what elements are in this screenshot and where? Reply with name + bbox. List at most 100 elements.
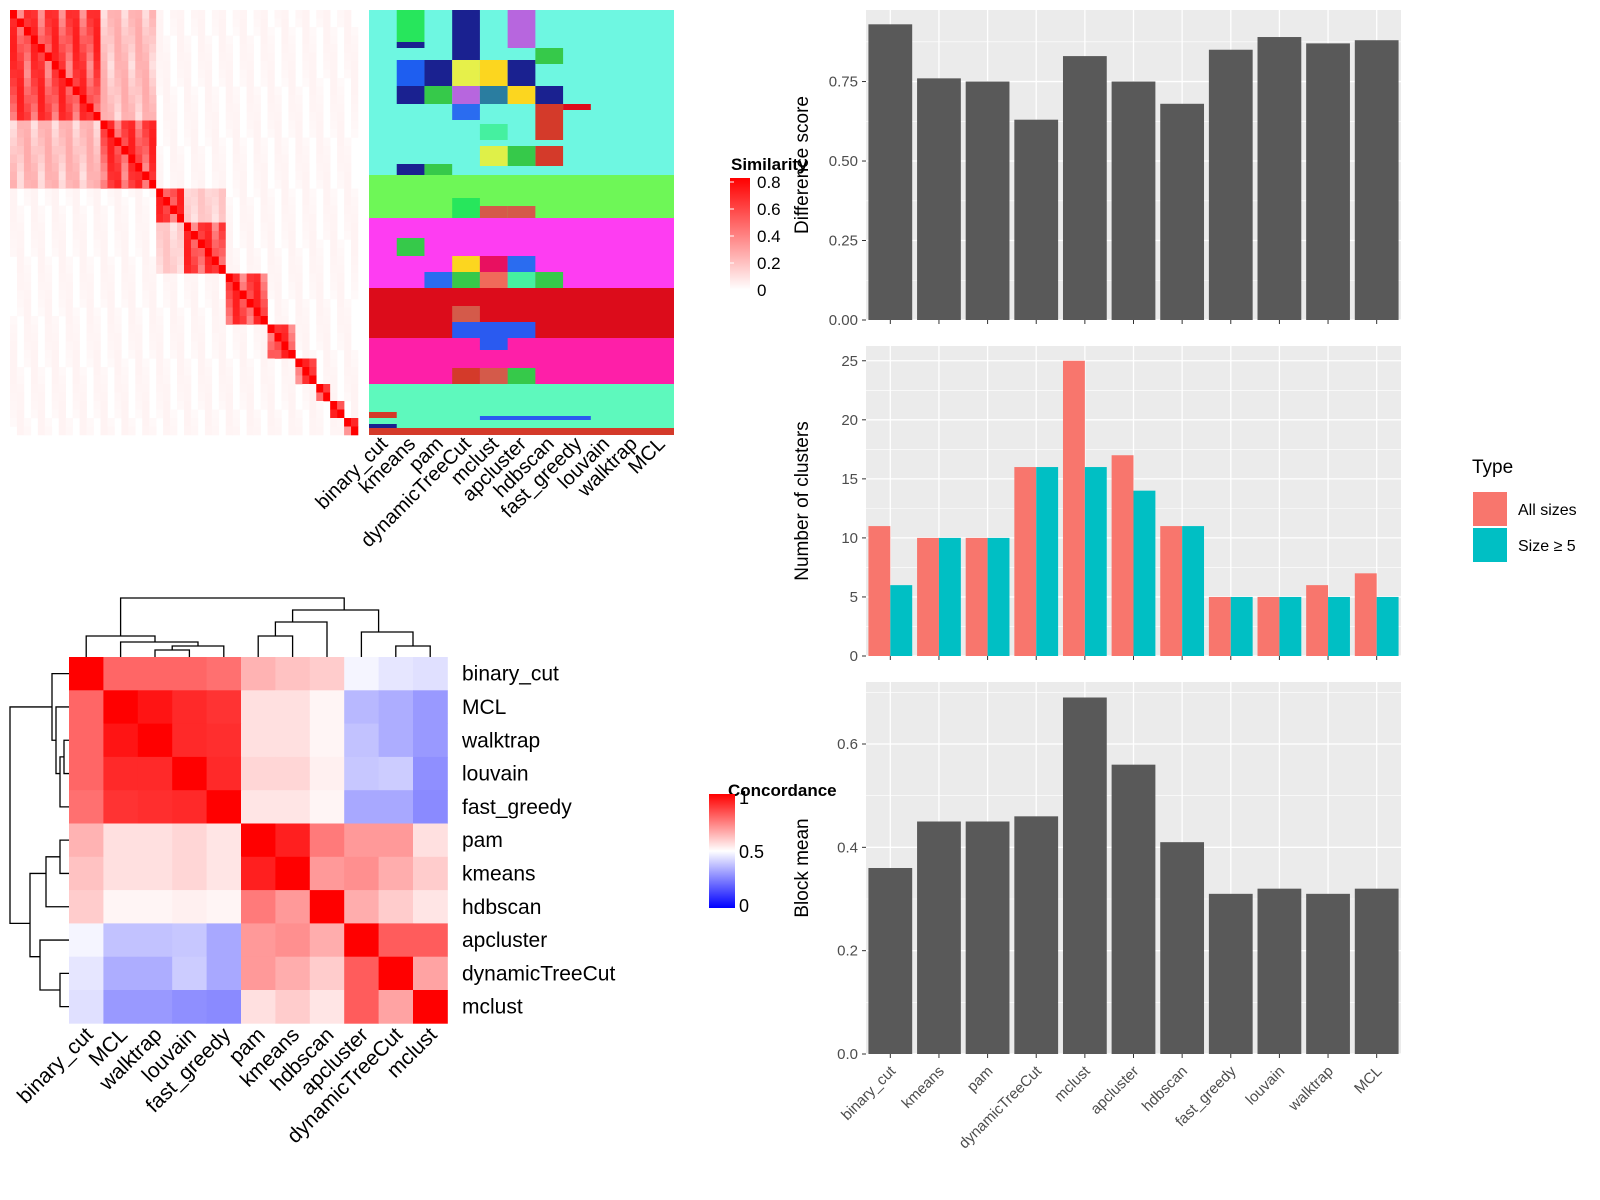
similarity-cell — [23, 146, 32, 155]
similarity-cell — [323, 214, 331, 223]
similarity-cell — [211, 418, 220, 427]
similarity-cell — [295, 10, 303, 19]
similarity-cell — [260, 350, 268, 359]
similarity-cell — [225, 392, 234, 402]
similarity-cell — [142, 248, 150, 257]
similarity-cell — [260, 52, 268, 62]
similarity-cell — [267, 333, 275, 342]
assignment-cell — [507, 60, 536, 86]
concordance-cell — [344, 756, 379, 791]
similarity-cell — [218, 197, 227, 206]
assignment-cell — [369, 428, 674, 435]
assignment-cell — [507, 368, 536, 384]
similarity-cell — [204, 239, 213, 249]
similarity-cell — [190, 341, 199, 351]
similarity-cell — [184, 222, 192, 232]
similarity-cell — [330, 214, 338, 223]
similarity-cell — [239, 180, 247, 189]
similarity-cell — [93, 44, 101, 53]
similarity-cell — [351, 409, 359, 419]
similarity-cell — [302, 27, 310, 36]
similarity-cell — [232, 86, 240, 96]
bar — [1208, 596, 1231, 656]
assignment-cell — [452, 104, 480, 120]
similarity-cell — [281, 350, 289, 359]
similarity-cell — [246, 256, 254, 266]
similarity-cell — [142, 10, 150, 19]
assignment-cell — [507, 10, 536, 48]
bar — [868, 24, 913, 321]
similarity-cell — [302, 316, 310, 325]
similarity-cell — [58, 78, 66, 87]
similarity-cell — [184, 282, 192, 291]
similarity-cell — [44, 290, 53, 300]
similarity-cell — [344, 146, 352, 155]
similarity-cell — [184, 273, 192, 283]
similarity-cell — [65, 52, 73, 62]
similarity-cell — [37, 367, 46, 376]
similarity-cell — [86, 27, 94, 36]
concordance-cell — [69, 690, 104, 724]
similarity-cell — [316, 137, 324, 147]
similarity-cell — [30, 384, 39, 393]
similarity-cell — [211, 307, 220, 317]
similarity-cell — [197, 367, 206, 376]
similarity-cell — [295, 154, 303, 164]
similarity-cell — [30, 239, 39, 249]
similarity-cell — [218, 10, 227, 19]
similarity-cell — [163, 214, 171, 223]
similarity-cell — [274, 146, 282, 155]
similarity-cell — [267, 95, 275, 104]
similarity-legend: Similarity 0.80.60.40.20 — [730, 155, 808, 300]
similarity-cell — [142, 299, 150, 308]
similarity-cell — [211, 86, 220, 96]
similarity-cell — [79, 256, 87, 266]
y-tick-label: 0.00 — [829, 312, 858, 329]
similarity-cell — [170, 180, 178, 189]
similarity-cell — [142, 290, 150, 300]
similarity-cell — [121, 375, 129, 385]
similarity-cell — [114, 248, 122, 257]
dendrogram-branch — [59, 756, 69, 808]
similarity-cell — [190, 197, 199, 206]
similarity-cell — [16, 367, 25, 376]
similarity-cell — [190, 86, 199, 96]
similarity-cell — [37, 426, 46, 436]
similarity-cell — [72, 367, 80, 376]
similarity-cell — [16, 401, 25, 410]
similarity-cell — [330, 392, 338, 402]
similarity-cell — [316, 324, 324, 334]
similarity-cell — [274, 350, 282, 359]
assignment-cell — [535, 86, 564, 104]
similarity-cell — [79, 10, 87, 19]
similarity-cell — [260, 137, 268, 147]
similarity-cell — [30, 222, 39, 232]
similarity-cell — [302, 214, 310, 223]
similarity-cell — [107, 154, 115, 164]
similarity-cell — [218, 341, 227, 351]
similarity-cell — [23, 350, 32, 359]
similarity-cell — [351, 78, 359, 87]
similarity-cell — [16, 290, 25, 300]
similarity-cell — [316, 392, 324, 402]
similarity-cell — [65, 290, 73, 300]
similarity-cell — [184, 61, 192, 70]
bar — [1160, 103, 1205, 320]
similarity-cell — [65, 95, 73, 104]
similarity-cell — [246, 231, 254, 240]
similarity-cell — [260, 307, 268, 317]
similarity-cell — [288, 341, 296, 351]
concordance-cell — [309, 690, 345, 724]
similarity-cell — [316, 256, 324, 266]
similarity-cell — [204, 358, 213, 368]
similarity-cell — [177, 163, 185, 172]
similarity-cell — [37, 129, 46, 138]
similarity-cell — [93, 163, 101, 172]
similarity-cell — [10, 316, 18, 325]
similarity-cell — [114, 197, 122, 206]
similarity-cell — [37, 290, 46, 300]
similarity-cell — [142, 222, 150, 232]
similarity-cell — [142, 69, 150, 79]
concordance-cell — [378, 790, 414, 824]
similarity-cell — [86, 299, 94, 308]
